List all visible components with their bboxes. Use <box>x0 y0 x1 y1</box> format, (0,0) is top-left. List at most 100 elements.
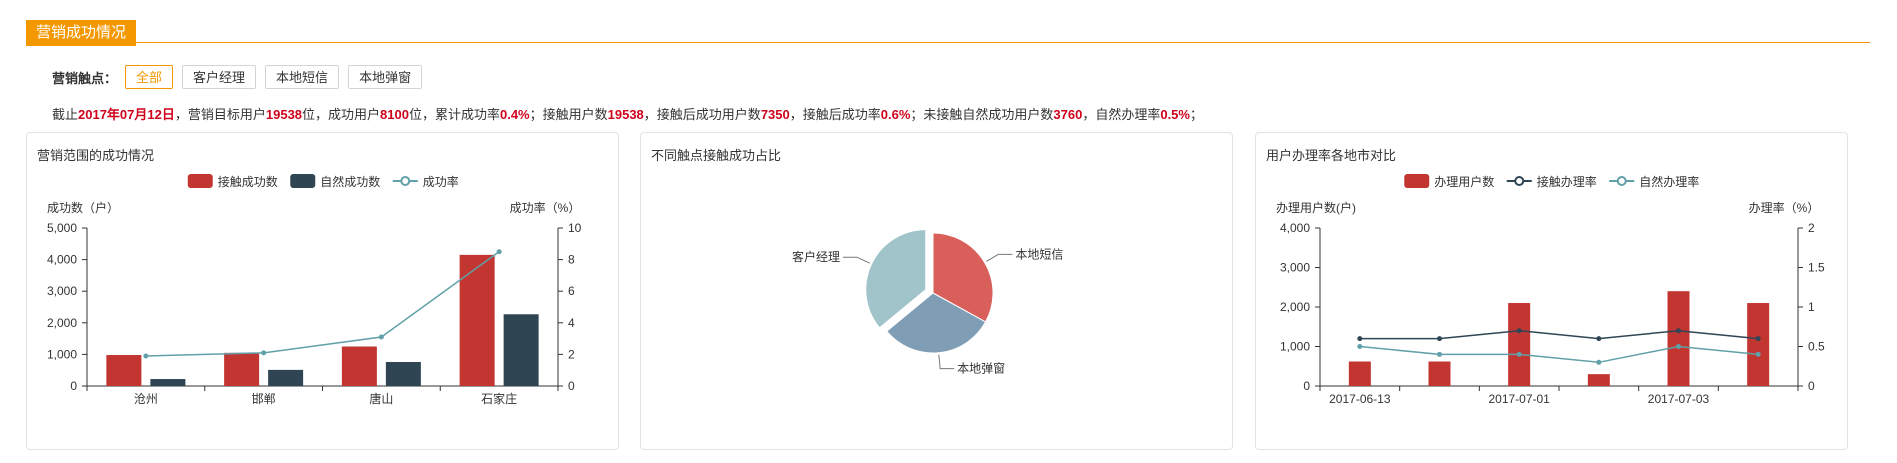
pie-label: 本地短信 <box>1015 247 1063 261</box>
filter-local-popup-button[interactable]: 本地弹窗 <box>348 65 423 89</box>
summary-text: 截止2017年07月12日，营销目标用户19538位，成功用户8100位，累计成… <box>52 104 1203 123</box>
x-tick-label: 2017-07-03 <box>1648 392 1710 406</box>
legend-swatch <box>1514 176 1525 186</box>
legend-label: 办理用户数 <box>1434 174 1494 189</box>
summary-text-part: 位，累计成功率 <box>408 107 500 122</box>
pie-label-line <box>986 253 1013 262</box>
x-tick-label: 沧州 <box>134 391 158 406</box>
y-axis-title: 办理用户数(户) <box>1276 200 1356 215</box>
summary-text-part: ；接触用户数 <box>529 107 608 122</box>
bar-1 <box>1667 291 1690 386</box>
section-divider <box>26 42 1870 43</box>
series-point <box>1357 336 1363 342</box>
summary-text-part: 位，成功用户 <box>302 107 381 122</box>
summary-natural-rate: 0.5% <box>1160 107 1190 122</box>
y2-axis-title: 办理率（%） <box>1749 200 1820 215</box>
bar-1 <box>1747 303 1770 386</box>
bar-1 <box>459 254 495 386</box>
x-tick-label: 2017-07-01 <box>1488 392 1550 406</box>
series-line-1 <box>145 251 500 357</box>
y-axis-title: 成功数（户） <box>47 200 119 215</box>
y2-tick-label: 1 <box>1808 300 1815 314</box>
legend-label: 接触办理率 <box>1537 174 1597 189</box>
series-point <box>1437 336 1442 342</box>
bar-2 <box>268 369 304 386</box>
summary-date: 2017年07月12日 <box>78 107 175 122</box>
summary-text-part: ；未接触自然成功用户数 <box>910 107 1054 122</box>
y-tick-label: 3,000 <box>47 284 77 298</box>
x-tick-label: 邯郸 <box>252 391 276 406</box>
legend-label: 成功率 <box>423 174 459 189</box>
summary-contact-rate: 0.6% <box>880 107 911 122</box>
legend-swatch <box>290 174 316 188</box>
y2-tick-label: 0.5 <box>1808 340 1825 354</box>
section-title: 营销成功情况 <box>26 20 137 46</box>
y2-tick-label: 4 <box>568 316 575 330</box>
y-tick-label: 4,000 <box>1280 221 1310 235</box>
pie-slice <box>932 232 994 323</box>
bar-2 <box>150 379 186 386</box>
bar-1 <box>1348 361 1371 386</box>
y-tick-label: 0 <box>70 379 77 393</box>
series-point <box>1755 336 1761 342</box>
x-tick-label: 2017-06-13 <box>1329 392 1391 406</box>
legend-label: 自然成功数 <box>320 174 380 189</box>
series-point <box>378 334 384 340</box>
bar-1 <box>224 352 260 386</box>
legend-swatch <box>187 174 213 188</box>
summary-natural-users: 3760 <box>1053 107 1083 122</box>
chart-title: 用户办理率各地市对比 <box>1266 148 1397 163</box>
series-line-1 <box>1359 329 1759 340</box>
y2-tick-label: 0 <box>568 379 575 393</box>
panel-success-by-scope: 营销范围的成功情况 接触成功数 自然成功数 成功率 成功数（户） 成功率（%） 0 1,00… <box>26 132 619 450</box>
bar-2 <box>385 361 421 386</box>
pie-slice <box>886 292 987 354</box>
summary-text-part: 截止 <box>52 107 79 122</box>
series-point <box>143 353 149 359</box>
y-tick-label: 3,000 <box>1280 261 1310 275</box>
summary-text-part: ； <box>1189 107 1203 122</box>
bar-1 <box>1508 303 1531 386</box>
filter-all-button[interactable]: 全部 <box>125 65 174 89</box>
series-point <box>1596 336 1602 342</box>
bar-1 <box>1587 374 1610 386</box>
section-header: 营销成功情况 <box>26 20 1870 46</box>
series-point <box>1596 359 1602 365</box>
series-point <box>496 249 502 255</box>
summary-contact-success-users: 7350 <box>760 107 790 122</box>
y-tick-label: 1,000 <box>1280 340 1310 354</box>
x-tick-label: 唐山 <box>369 391 393 406</box>
summary-text-part: ，营销目标用户 <box>174 107 266 122</box>
summary-text-part: ，自然办理率 <box>1082 107 1161 122</box>
series-point <box>1437 351 1442 357</box>
series-point <box>1357 344 1363 349</box>
legend-label: 自然办理率 <box>1639 174 1699 189</box>
chart-title: 不同触点接触成功占比 <box>651 148 782 163</box>
series-point <box>1516 351 1522 357</box>
y-tick-label: 4,000 <box>47 253 77 267</box>
bar-1 <box>106 355 142 386</box>
series-point <box>1516 328 1522 334</box>
legend-label: 接触成功数 <box>218 174 278 189</box>
series-point <box>261 350 267 356</box>
y2-tick-label: 6 <box>568 284 575 298</box>
summary-success-users: 8100 <box>380 107 409 122</box>
y2-tick-label: 0 <box>1808 379 1815 393</box>
panel-touchpoint-share: 不同触点接触成功占比 本地短信 本地弹窗 客户经理 <box>640 132 1233 450</box>
summary-contact-users: 19538 <box>607 107 644 122</box>
chart-title: 营销范围的成功情况 <box>37 148 155 163</box>
pie-label-line <box>842 256 870 264</box>
y2-tick-label: 1.5 <box>1808 261 1825 275</box>
summary-target-users: 19538 <box>265 107 303 122</box>
pie-label-line <box>938 354 955 370</box>
summary-text-part: ，接触后成功率 <box>789 107 881 122</box>
filter-local-sms-button[interactable]: 本地短信 <box>265 65 340 89</box>
bar-1 <box>1428 361 1451 386</box>
filter-account-manager-button[interactable]: 客户经理 <box>182 65 257 89</box>
y-tick-label: 2,000 <box>1280 300 1310 314</box>
y-tick-label: 1,000 <box>47 347 77 361</box>
series-line-2 <box>1359 345 1759 364</box>
legend-swatch <box>1616 176 1627 186</box>
